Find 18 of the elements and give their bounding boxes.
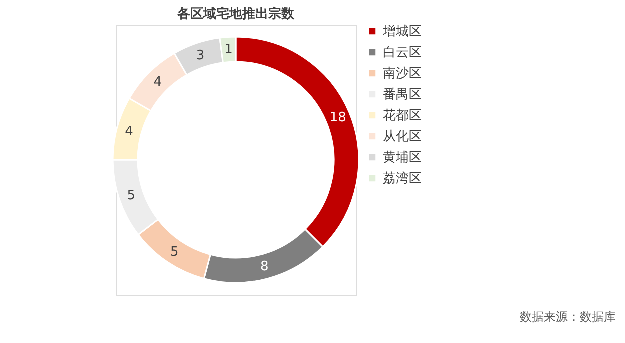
data-label: 1 — [224, 42, 233, 58]
legend-label: 花都区 — [383, 108, 422, 124]
legend-label: 南沙区 — [383, 66, 422, 82]
data-label: 5 — [127, 188, 136, 204]
data-label: 5 — [170, 244, 179, 260]
data-label: 3 — [196, 48, 205, 64]
chart-title: 各区域宅地推出宗数 — [176, 6, 296, 22]
data-label: 18 — [330, 110, 346, 126]
data-label: 8 — [260, 260, 269, 275]
legend-label: 荔湾区 — [383, 170, 422, 186]
data-label: 4 — [125, 124, 134, 140]
legend-label: 从化区 — [383, 130, 422, 144]
source-note: 数据来源：数据库 — [520, 310, 616, 324]
legend-label: 增城区 — [382, 24, 422, 40]
legend-label: 番禺区 — [383, 88, 422, 102]
legend-label: 黄埔区 — [383, 150, 422, 166]
data-label: 4 — [154, 74, 162, 90]
legend-label: 白云区 — [383, 46, 422, 60]
